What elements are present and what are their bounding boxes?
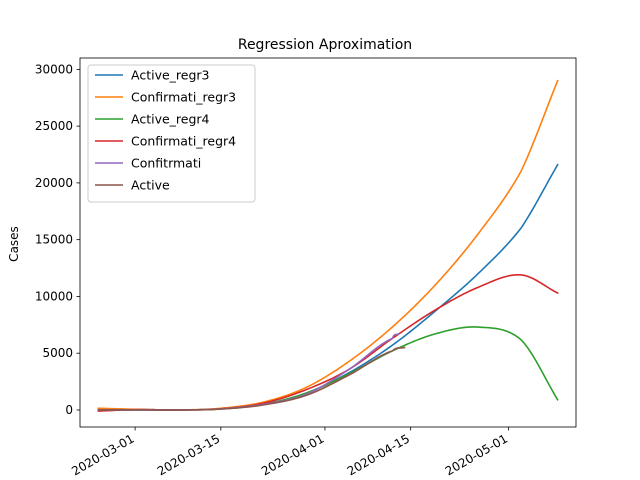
legend-label: Active_regr3: [131, 68, 210, 83]
legend-label: Active: [131, 178, 170, 193]
chart-title: Regression Aproximation: [238, 37, 412, 53]
legend-label: Active_regr4: [131, 112, 210, 127]
legend-label: Confirmati_regr4: [131, 134, 236, 149]
plot-area: [97, 79, 559, 412]
y-tick-label: 15000: [35, 233, 73, 247]
y-axis-label: Cases: [7, 226, 21, 262]
legend: Active_regr3 Confirmati_regr3 Active_regr4…: [87, 64, 256, 203]
y-tick-label: 30000: [35, 62, 73, 76]
y-tick-label: 0: [65, 403, 73, 417]
series-line-active: [97, 346, 406, 411]
legend-box: [87, 64, 256, 203]
legend-label: Confitrmati: [131, 156, 201, 171]
legend-label: Confirmati_regr3: [131, 90, 236, 105]
y-tick-label: 10000: [35, 289, 73, 303]
y-tick-label: 20000: [35, 176, 73, 190]
y-tick-label: 5000: [42, 346, 73, 360]
axes-frame: [79, 57, 577, 428]
y-tick-label: 25000: [35, 119, 73, 133]
